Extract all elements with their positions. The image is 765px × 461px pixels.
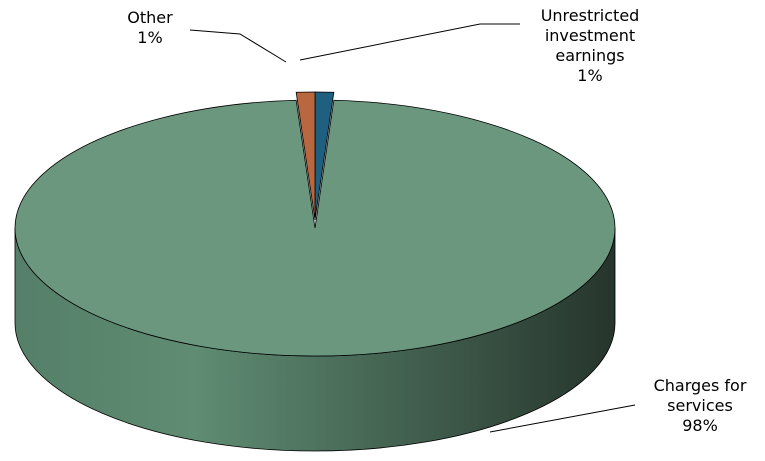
slice-label: Other 1%: [100, 8, 200, 48]
slice: [295, 91, 316, 221]
leader-line: [299, 23, 520, 61]
slice: [14, 99, 616, 357]
slice-label: Charges for services 98%: [630, 376, 765, 436]
leader-line: [189, 29, 287, 63]
value-label: 1%: [137, 28, 163, 47]
category-label: Charges for services: [653, 376, 747, 415]
value-label: 1%: [577, 66, 603, 85]
category-label: Unrestricted investment earnings: [540, 6, 640, 65]
category-label: Other: [127, 8, 173, 27]
value-label: 98%: [682, 416, 718, 435]
slice-label: Unrestricted investment earnings 1%: [510, 6, 670, 86]
leader-line: [489, 404, 636, 433]
